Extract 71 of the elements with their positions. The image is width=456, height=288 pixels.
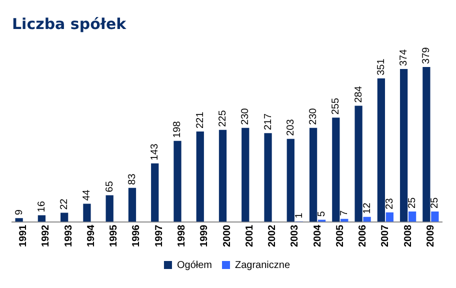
data-label: 25 — [407, 196, 418, 209]
data-label: 83 — [126, 173, 138, 185]
data-label: 16 — [36, 200, 48, 212]
data-label: 65 — [104, 180, 116, 192]
bar — [286, 138, 294, 222]
bar — [400, 69, 408, 222]
bar — [363, 216, 371, 222]
data-label: 7 — [339, 210, 350, 216]
bar — [106, 195, 114, 222]
bar — [377, 78, 385, 222]
x-tick-label: 2001 — [244, 224, 256, 248]
data-label: 284 — [353, 86, 364, 103]
bar — [264, 133, 272, 222]
data-label: 379 — [421, 46, 432, 64]
data-label: 217 — [262, 113, 274, 130]
data-label: 230 — [240, 108, 252, 125]
x-tick-label: 2006 — [358, 224, 369, 248]
bar — [151, 163, 159, 222]
x-tick-label: 2004 — [312, 224, 324, 248]
bar — [60, 212, 68, 222]
data-label: 203 — [285, 118, 296, 136]
legend-label: Ogółem — [176, 260, 212, 271]
bar — [196, 132, 204, 222]
data-label: 1 — [294, 212, 305, 218]
data-label: 9 — [14, 209, 25, 216]
data-label: 198 — [172, 120, 184, 138]
data-label: 351 — [376, 58, 387, 76]
bar — [128, 188, 136, 222]
bar — [332, 118, 340, 222]
data-label: 143 — [150, 143, 161, 160]
x-tick-label: 2009 — [425, 224, 436, 248]
bar — [386, 212, 394, 222]
x-tick-label: 1995 — [108, 224, 120, 248]
data-label: 25 — [430, 196, 441, 209]
x-tick-label: 1997 — [154, 224, 165, 248]
bar — [242, 128, 250, 222]
data-label: 5 — [316, 210, 328, 217]
legend-label: Zagraniczne — [234, 260, 290, 271]
x-tick-label: 1999 — [199, 224, 210, 248]
bar — [218, 130, 227, 222]
x-tick-label: 2008 — [402, 224, 414, 248]
x-tick-label: 2005 — [334, 224, 346, 248]
bar — [38, 215, 46, 222]
x-tick-label: 2007 — [380, 224, 392, 248]
data-label: 221 — [194, 111, 206, 129]
data-label: 230 — [308, 108, 320, 125]
data-label: 12 — [362, 202, 373, 214]
x-tick-label: 2002 — [267, 224, 278, 248]
data-label: 374 — [398, 48, 410, 66]
data-label: 44 — [82, 189, 93, 201]
x-tick-label: 1991 — [18, 224, 30, 248]
x-tick-label: 1994 — [86, 224, 97, 248]
bar — [309, 128, 318, 222]
data-label: 225 — [218, 110, 229, 127]
x-tick-label: 1992 — [40, 224, 52, 248]
x-tick-label: 1996 — [131, 224, 142, 248]
x-tick-label: 1998 — [176, 224, 188, 248]
bar — [354, 106, 362, 222]
bar — [431, 212, 439, 222]
chart-title: Liczba spółek — [12, 14, 128, 33]
x-tick-label: 1993 — [63, 224, 74, 248]
x-tick-label: 2000 — [222, 224, 233, 248]
data-label: 22 — [59, 198, 70, 210]
data-label: 23 — [384, 198, 396, 210]
x-tick-label: 2003 — [290, 224, 301, 248]
data-label: 255 — [330, 98, 342, 115]
bar — [174, 140, 182, 222]
bar — [15, 218, 23, 222]
bar — [83, 204, 91, 222]
bar — [422, 66, 430, 222]
bar — [408, 212, 416, 222]
